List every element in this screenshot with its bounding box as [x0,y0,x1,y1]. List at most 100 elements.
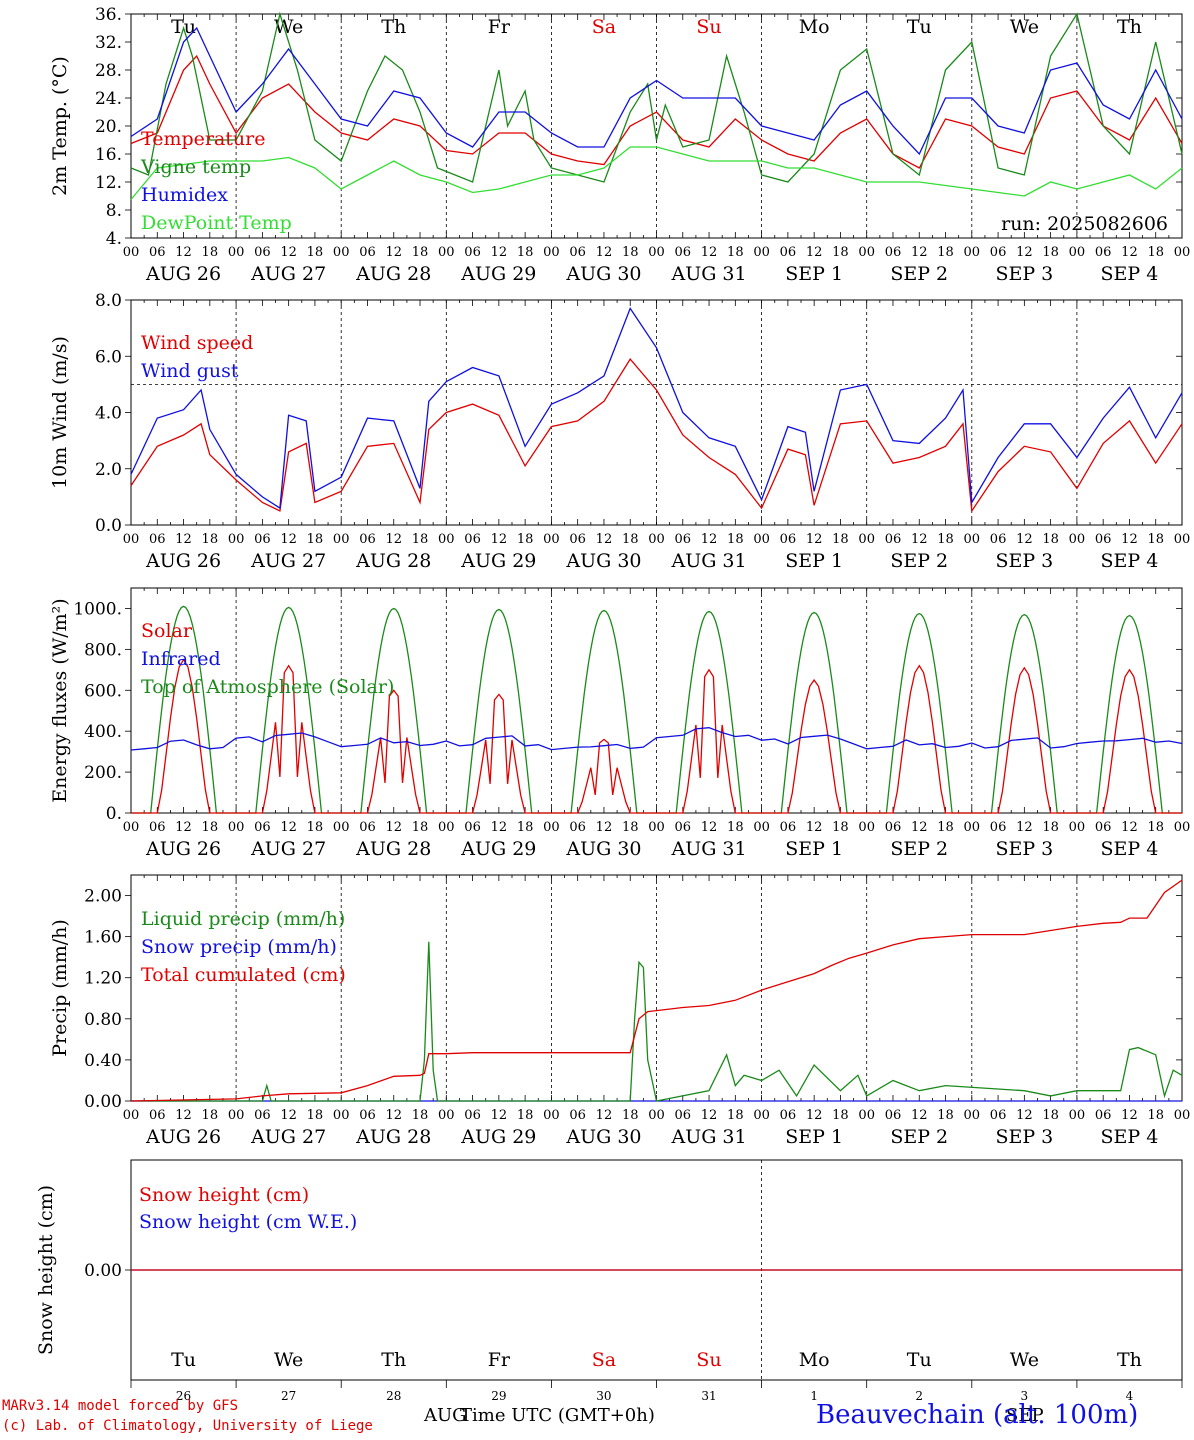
hour-tick-label: 12 [385,532,402,547]
hour-tick-label: 18 [1042,1108,1059,1123]
date-label: SEP 3 [995,838,1053,860]
hour-tick-label: 06 [569,245,586,260]
hour-tick-label: 12 [806,532,823,547]
y-axis-label: Snow height (cm) [35,1185,57,1355]
y-tick-label: 32. [95,33,122,53]
series-line [130,727,1183,751]
weekday-label: Fr [488,16,511,38]
hour-tick-label: 12 [491,532,508,547]
month-label-sep: SEP [1006,1405,1044,1426]
y-tick-label: 4. [106,229,122,249]
weekday-label: Sa [592,1349,616,1371]
hour-tick-label: 00 [1069,532,1086,547]
date-label: AUG 31 [670,1126,746,1148]
hour-tick-label: 00 [964,245,981,260]
hour-tick-label: 06 [780,532,797,547]
hour-tick-label: 12 [1016,245,1033,260]
hour-tick-label: 00 [858,1108,875,1123]
y-tick-label: 800. [84,640,122,660]
date-label: SEP 1 [785,550,843,572]
hour-tick-label: 06 [149,1108,166,1123]
hour-tick-label: 18 [622,532,639,547]
date-label: AUG 30 [565,550,641,572]
hour-tick-label: 06 [464,820,481,835]
hour-tick-label: 18 [832,1108,849,1123]
date-label: SEP 2 [890,1126,948,1148]
hour-tick-label: 12 [175,1108,192,1123]
date-label: SEP 1 [785,838,843,860]
y-tick-label: 2.00 [84,887,122,907]
hour-tick-label: 06 [464,532,481,547]
hour-tick-label: 06 [359,820,376,835]
weekday-label: Fr [488,1349,511,1371]
weekday-label: We [274,1349,303,1371]
hour-tick-label: 06 [149,245,166,260]
hour-tick-label: 18 [832,245,849,260]
hour-tick-label: 06 [569,532,586,547]
legend-entry: Solar [141,620,193,642]
date-label: SEP 2 [890,550,948,572]
hour-tick-label: 18 [517,532,534,547]
hour-tick-label: 12 [385,820,402,835]
hour-tick-label: 00 [1174,820,1191,835]
hour-tick-label: 18 [727,532,744,547]
hour-tick-label: 00 [648,532,665,547]
hour-tick-label: 12 [491,1108,508,1123]
y-tick-label: 28. [95,61,122,81]
hour-tick-label: 00 [228,820,245,835]
day-number-label: 27 [281,1389,296,1403]
hour-tick-label: 06 [885,245,902,260]
hour-tick-label: 00 [333,1108,350,1123]
hour-tick-label: 00 [228,532,245,547]
series-line [131,658,1182,814]
hour-tick-label: 18 [622,245,639,260]
date-label: AUG 30 [565,1126,641,1148]
hour-tick-label: 06 [990,1108,1007,1123]
hour-tick-label: 18 [937,820,954,835]
day-number-label: 30 [596,1389,611,1403]
plot-frame [130,299,1183,526]
hour-tick-label: 06 [780,1108,797,1123]
series-line [130,358,1183,513]
legend-entry: Wind gust [141,360,239,382]
date-label: SEP 3 [995,550,1053,572]
weekday-label: Tu [907,1349,932,1371]
hour-tick-label: 06 [990,245,1007,260]
y-tick-label: 36. [95,5,122,25]
hour-tick-label: 18 [937,532,954,547]
legend-entry: Wind speed [141,332,253,354]
date-label: AUG 31 [670,838,746,860]
hour-tick-label: 12 [596,245,613,260]
hour-tick-label: 12 [806,1108,823,1123]
date-label: AUG 28 [355,1126,431,1148]
y-tick-label: 0.00 [84,1261,122,1281]
hour-tick-label: 18 [202,532,219,547]
hour-tick-label: 12 [701,245,718,260]
hour-tick-label: 12 [596,820,613,835]
hour-tick-label: 06 [990,532,1007,547]
hour-tick-label: 18 [937,245,954,260]
hour-tick-label: 12 [175,820,192,835]
hour-tick-label: 18 [307,820,324,835]
hour-tick-label: 18 [1042,820,1059,835]
hour-tick-label: 00 [333,245,350,260]
legend-entry: Top of Atmosphere (Solar) [141,676,394,698]
y-tick-label: 12. [95,173,122,193]
y-tick-label: 8.0 [95,291,122,311]
hour-tick-label: 06 [1095,820,1112,835]
day-number-label: 26 [176,1389,191,1403]
hour-tick-label: 18 [727,1108,744,1123]
date-label: SEP 1 [785,1126,843,1148]
date-label: AUG 29 [460,1126,536,1148]
weekday-label: Mo [799,1349,830,1371]
y-tick-label: 6.0 [95,347,122,367]
hour-tick-label: 06 [464,245,481,260]
hour-tick-label: 12 [911,532,928,547]
weekday-label: Su [696,1349,721,1371]
hour-tick-label: 00 [964,1108,981,1123]
hour-tick-label: 12 [385,1108,402,1123]
hour-tick-label: 12 [1016,532,1033,547]
hour-tick-label: 00 [123,532,140,547]
series-line [130,879,1183,1102]
hour-tick-label: 00 [543,1108,560,1123]
